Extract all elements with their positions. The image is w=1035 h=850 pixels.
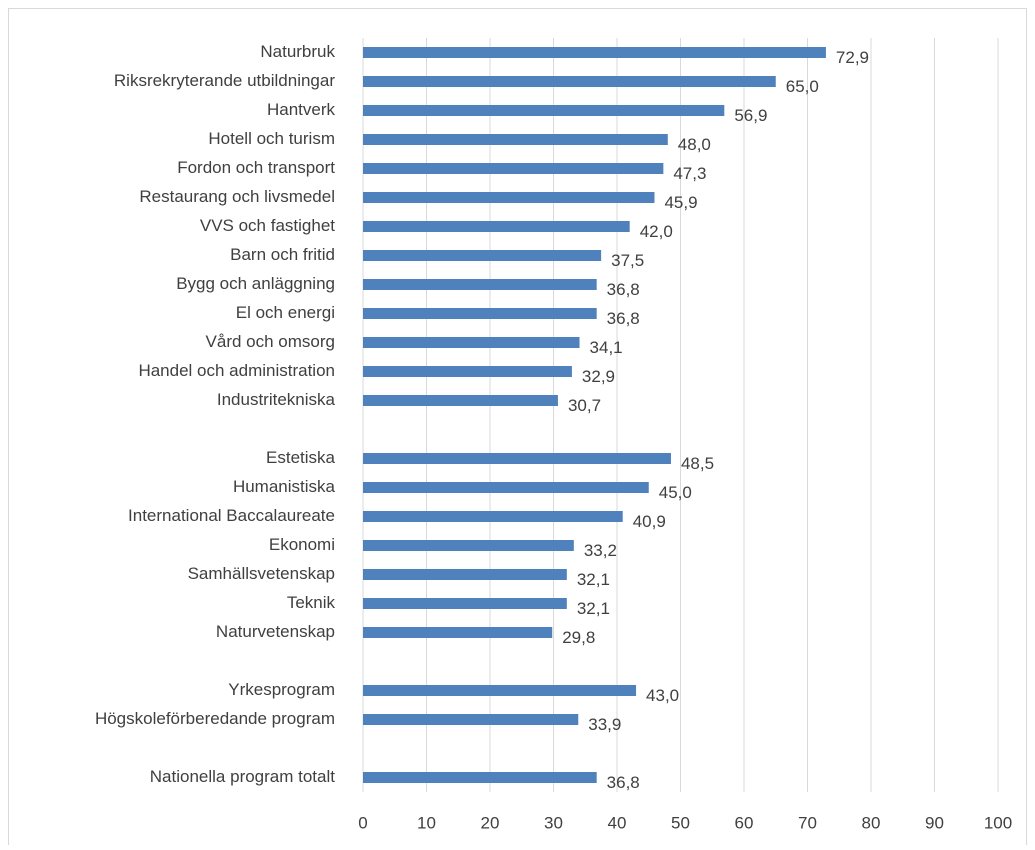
- value-label: 32,1: [577, 570, 610, 589]
- bar: [363, 47, 826, 58]
- bar: [363, 76, 776, 87]
- y-tick-label: Ekonomi: [269, 535, 335, 554]
- y-tick-label: International Baccalaureate: [128, 506, 335, 525]
- y-tick-label: Industritekniska: [217, 390, 336, 409]
- bar: [363, 772, 597, 783]
- value-label: 30,7: [568, 396, 601, 415]
- bar: [363, 453, 671, 464]
- value-label: 37,5: [611, 251, 644, 270]
- bar: [363, 337, 580, 348]
- x-tick-label: 10: [417, 813, 436, 832]
- value-label: 56,9: [734, 106, 767, 125]
- y-tick-label: Vård och omsorg: [206, 332, 335, 351]
- value-label: 45,0: [659, 483, 692, 502]
- value-label: 34,1: [590, 338, 623, 357]
- x-tick-label: 80: [862, 813, 881, 832]
- x-tick-label: 60: [735, 813, 754, 832]
- y-tick-label: Samhällsvetenskap: [188, 564, 335, 583]
- value-label: 42,0: [640, 222, 673, 241]
- bar: [363, 192, 655, 203]
- bar: [363, 540, 574, 551]
- value-label: 32,1: [577, 599, 610, 618]
- bar: [363, 134, 668, 145]
- value-label: 40,9: [633, 512, 666, 531]
- y-tick-label: VVS och fastighet: [200, 216, 335, 235]
- x-tick-label: 40: [608, 813, 627, 832]
- value-label: 33,9: [588, 715, 621, 734]
- value-label: 65,0: [786, 77, 819, 96]
- y-tick-label: Handel och administration: [138, 361, 335, 380]
- bar: [363, 714, 579, 725]
- bar: [363, 569, 567, 580]
- value-label: 72,9: [836, 48, 869, 67]
- bar: [363, 366, 572, 377]
- chart-border: [8, 8, 1027, 850]
- x-tick-label: 50: [671, 813, 690, 832]
- value-label: 48,0: [678, 135, 711, 154]
- bar: [363, 250, 602, 261]
- x-tick-label: 0: [358, 813, 367, 832]
- y-tick-label: Högskoleförberedande program: [95, 709, 335, 728]
- y-tick-label: Yrkesprogram: [228, 680, 335, 699]
- bar: [363, 627, 553, 638]
- bar: [363, 511, 623, 522]
- y-tick-label: Naturvetenskap: [216, 622, 335, 641]
- y-tick-label: Bygg och anläggning: [176, 274, 335, 293]
- y-tick-label: Humanistiska: [233, 477, 336, 496]
- bar: [363, 308, 597, 319]
- y-tick-label: El och energi: [236, 303, 335, 322]
- y-tick-label: Naturbruk: [260, 42, 335, 61]
- value-label: 45,9: [664, 193, 697, 212]
- value-label: 36,8: [607, 280, 640, 299]
- value-label: 29,8: [562, 628, 595, 647]
- y-tick-label: Teknik: [287, 593, 336, 612]
- x-tick-label: 70: [798, 813, 817, 832]
- bar: [363, 685, 637, 696]
- value-label: 47,3: [673, 164, 706, 183]
- bar: [363, 221, 630, 232]
- value-label: 32,9: [582, 367, 615, 386]
- value-label: 36,8: [607, 309, 640, 328]
- bar: [363, 395, 558, 406]
- y-tick-label: Hantverk: [267, 100, 336, 119]
- bar: [363, 482, 649, 493]
- bar: [363, 598, 567, 609]
- value-label: 48,5: [681, 454, 714, 473]
- bar: [363, 105, 725, 116]
- y-tick-label: Restaurang och livsmedel: [139, 187, 335, 206]
- value-label: 43,0: [646, 686, 679, 705]
- x-tick-label: 100: [984, 813, 1012, 832]
- value-label: 36,8: [607, 773, 640, 792]
- y-tick-label: Nationella program totalt: [150, 767, 335, 786]
- x-tick-label: 90: [925, 813, 944, 832]
- bar: [363, 279, 597, 290]
- x-tick-label: 20: [481, 813, 500, 832]
- x-tick-label: 30: [544, 813, 563, 832]
- bar: [363, 163, 664, 174]
- y-tick-label: Hotell och turism: [208, 129, 335, 148]
- value-label: 33,2: [584, 541, 617, 560]
- y-tick-label: Estetiska: [266, 448, 336, 467]
- y-tick-label: Riksrekryterande utbildningar: [114, 71, 335, 90]
- y-tick-label: Fordon och transport: [177, 158, 335, 177]
- y-tick-label: Barn och fritid: [230, 245, 335, 264]
